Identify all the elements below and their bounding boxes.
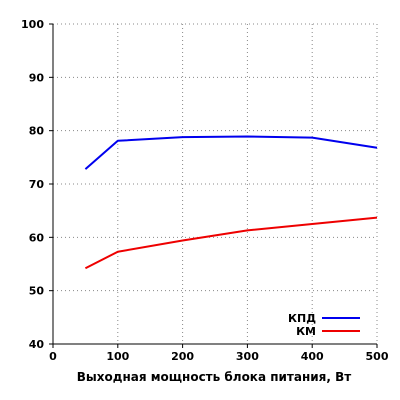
y-tick-label: 90 — [29, 71, 45, 84]
x-tick-label: 400 — [301, 350, 324, 363]
x-tick-label: 0 — [49, 350, 57, 363]
y-tick-label: 60 — [29, 231, 45, 244]
x-ticks: 0 100 200 300 400 500 — [49, 344, 389, 363]
x-tick-label: 200 — [171, 350, 194, 363]
legend-label: КМ — [296, 325, 316, 338]
grid — [53, 23, 378, 344]
x-tick-label: 100 — [106, 350, 129, 363]
y-tick-label: 70 — [29, 178, 45, 191]
x-axis-title: Выходная мощность блока питания, Вт — [77, 370, 352, 384]
y-tick-label: 100 — [21, 18, 44, 31]
series — [84, 135, 378, 270]
y-ticks: 40 50 60 70 80 90 100 — [21, 18, 53, 351]
legend-label: КПД — [288, 312, 316, 325]
series-line-1 — [84, 135, 378, 170]
x-tick-label: 500 — [366, 350, 389, 363]
y-tick-label: 40 — [29, 338, 45, 351]
x-tick-label: 300 — [236, 350, 259, 363]
series-line-2 — [84, 216, 378, 270]
y-tick-label: 50 — [29, 285, 45, 298]
y-tick-label: 80 — [29, 125, 45, 138]
